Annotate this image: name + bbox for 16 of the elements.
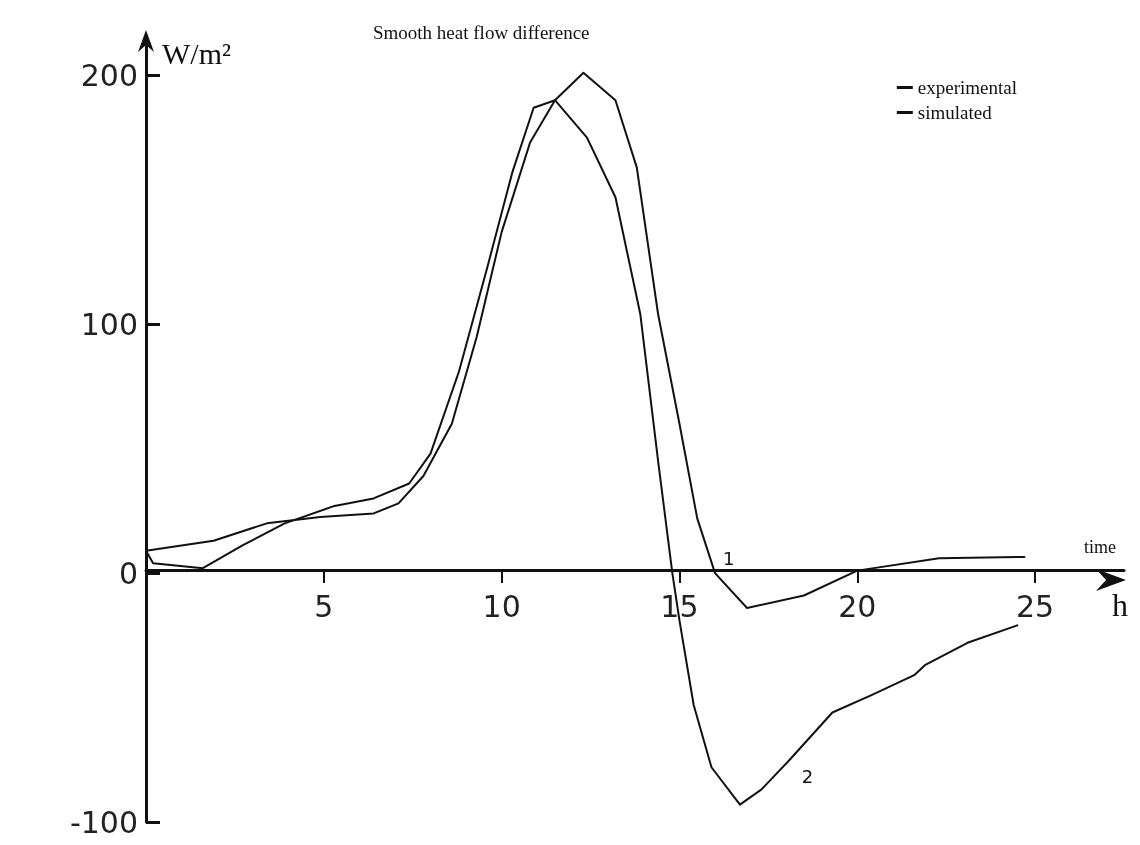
- x-tick-label: 5: [314, 589, 334, 625]
- x-tick-label: 25: [1016, 589, 1055, 625]
- annotation: h: [1112, 587, 1128, 624]
- y-tick-label: 0: [118, 555, 138, 591]
- x-tick-label: 10: [482, 589, 521, 625]
- y-tick-label: -100: [69, 804, 138, 840]
- x-axis-title: time: [1084, 536, 1116, 557]
- y-tick-label: 200: [80, 57, 138, 93]
- legend-label: experimental: [917, 77, 1018, 98]
- x-tick-label: 20: [838, 589, 877, 625]
- y-axis-title: W/m²: [162, 36, 231, 70]
- annotation: 1: [723, 547, 735, 569]
- legend-label: simulated: [917, 102, 993, 123]
- annotation: 2: [801, 766, 814, 788]
- y-tick-label: 100: [80, 306, 138, 342]
- chart-title: Smooth heat flow difference: [373, 22, 590, 43]
